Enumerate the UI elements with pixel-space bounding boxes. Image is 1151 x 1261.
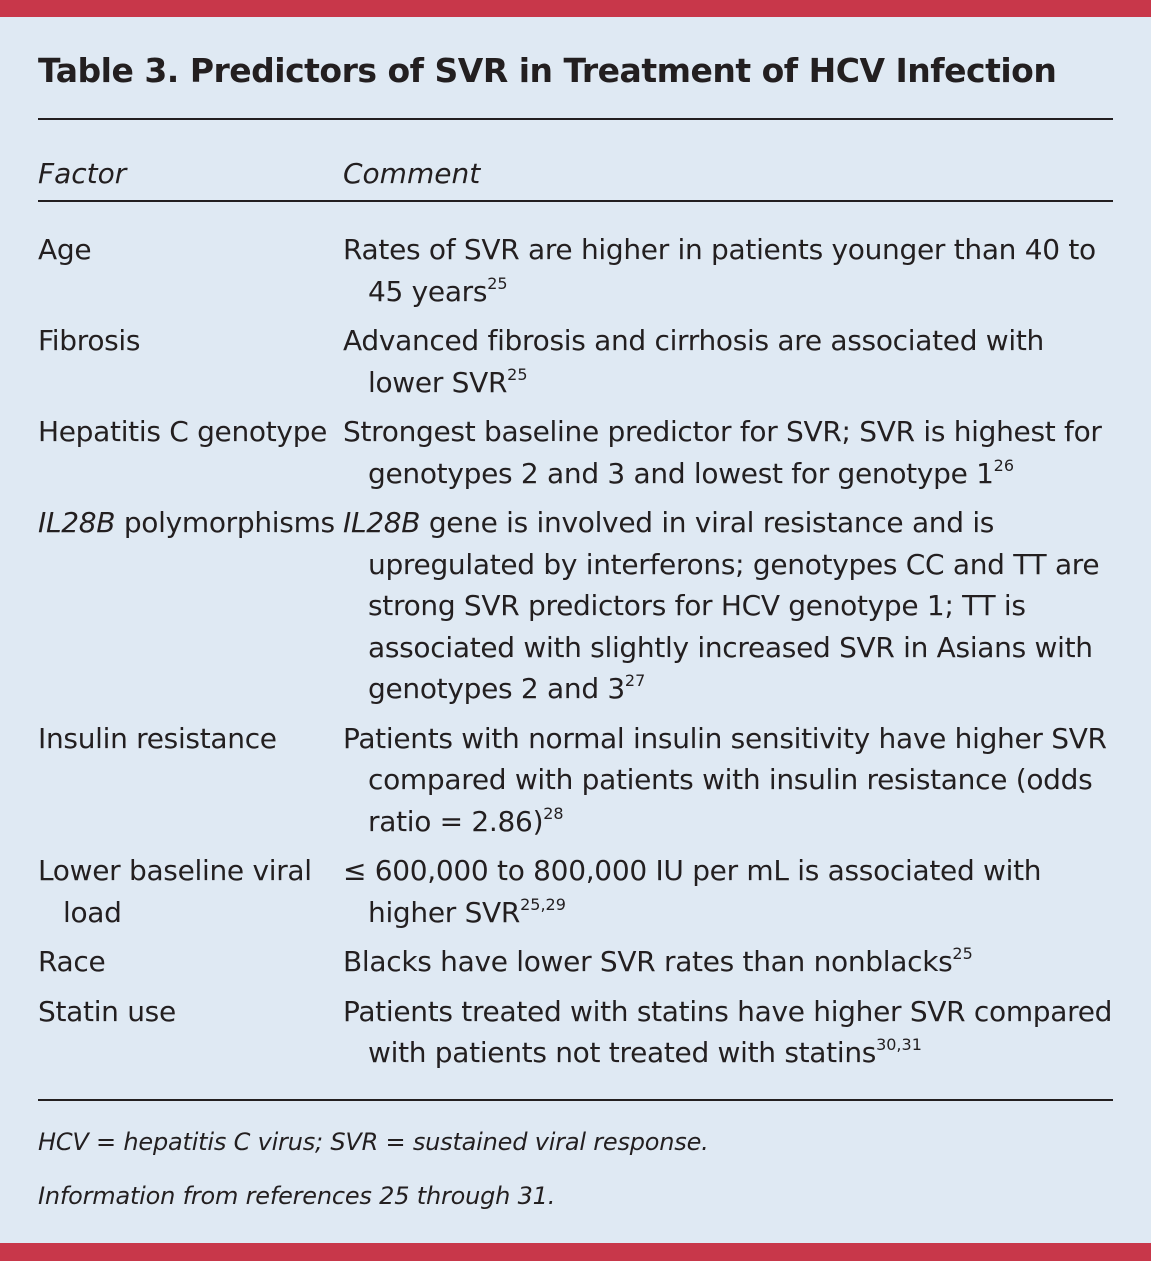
factor-cell: Hepatitis C genotype: [38, 411, 343, 494]
table-title: Table 3. Predictors of SVR in Treatment …: [38, 51, 1057, 90]
factor-text: Race: [38, 945, 106, 978]
reference-superscript: 25: [487, 273, 508, 293]
factor-text: Fibrosis: [38, 324, 141, 357]
factor-cell: Lower baseline viral load: [38, 850, 343, 933]
reference-superscript: 25: [507, 364, 528, 384]
factor-text: polymorphisms: [123, 506, 335, 539]
reference-superscript: 30,31: [876, 1035, 922, 1054]
comment-text: Blacks have lower SVR rates than nonblac…: [343, 945, 953, 978]
factor-text: Insulin resistance: [38, 721, 277, 755]
gene-name-italic: IL28B: [38, 506, 116, 539]
comment-cell: Blacks have lower SVR rates than nonblac…: [343, 941, 1118, 983]
factor-cell: Insulin resistance: [38, 718, 343, 843]
reference-superscript: 27: [624, 671, 646, 690]
reference-superscript: 28: [543, 803, 564, 823]
comment-text: Rates of SVR are higher in patients youn…: [343, 233, 1096, 308]
comment-cell: Rates of SVR are higher in patients youn…: [343, 229, 1118, 312]
bottom-accent-bar: [0, 1243, 1151, 1261]
factor-cell: Fibrosis: [38, 320, 343, 403]
table-body: Age Rates of SVR are higher in patients …: [38, 229, 1118, 1082]
comment-text: gene is involved in viral resistance and…: [368, 506, 1100, 705]
source-footnote: Information from references 25 through 3…: [38, 1182, 556, 1210]
comment-text: Advanced fibrosis and cirrhosis are asso…: [343, 324, 1044, 399]
comment-cell: Advanced fibrosis and cirrhosis are asso…: [343, 320, 1118, 403]
factor-column-header: Factor: [38, 157, 127, 190]
factor-text: Statin use: [38, 994, 176, 1028]
comment-text: ≤ 600,000 to 800,000 IU per mL is associ…: [343, 854, 1042, 929]
comment-text: Strongest baseline predictor for SVR; SV…: [343, 415, 1102, 490]
table-row: Insulin resistance Patients with normal …: [38, 718, 1118, 843]
header-rule: [38, 200, 1113, 202]
table-row: Fibrosis Advanced fibrosis and cirrhosis…: [38, 320, 1118, 403]
comment-column-header: Comment: [343, 157, 481, 190]
comment-text: Patients treated with statins have highe…: [343, 994, 1113, 1070]
reference-superscript: 26: [993, 455, 1015, 475]
comment-cell: IL28B gene is involved in viral resistan…: [343, 502, 1118, 710]
factor-text: Age: [38, 233, 92, 266]
title-rule: [38, 118, 1113, 120]
factor-cell: IL28B polymorphisms: [38, 502, 343, 710]
top-accent-bar: [0, 0, 1151, 17]
comment-cell: ≤ 600,000 to 800,000 IU per mL is associ…: [343, 850, 1118, 933]
table-bottom-rule: [38, 1099, 1113, 1101]
factor-cell: Age: [38, 229, 343, 312]
table-row: Age Rates of SVR are higher in patients …: [38, 229, 1118, 312]
reference-superscript: 25: [952, 944, 973, 963]
abbreviation-footnote: HCV = hepatitis C virus; SVR = sustained…: [38, 1128, 709, 1156]
gene-name-italic: IL28B: [343, 506, 421, 539]
table-row: Hepatitis C genotype Strongest baseline …: [38, 411, 1118, 494]
factor-text: Hepatitis C genotype: [38, 415, 328, 448]
reference-superscript: 25,29: [520, 894, 566, 914]
table-row: Statin use Patients treated with statins…: [38, 991, 1118, 1074]
comment-cell: Patients treated with statins have highe…: [343, 991, 1118, 1074]
factor-cell: Statin use: [38, 991, 343, 1074]
factor-cell: Race: [38, 941, 343, 983]
comment-cell: Patients with normal insulin sensitivity…: [343, 718, 1118, 843]
comment-text: Patients with normal insulin sensitivity…: [343, 721, 1107, 838]
table-row: Race Blacks have lower SVR rates than no…: [38, 941, 1118, 983]
factor-text: Lower baseline viral load: [38, 854, 312, 929]
comment-cell: Strongest baseline predictor for SVR; SV…: [343, 411, 1118, 494]
table-row: IL28B polymorphisms IL28B gene is involv…: [38, 502, 1118, 710]
table-row: Lower baseline viral load ≤ 600,000 to 8…: [38, 850, 1118, 933]
